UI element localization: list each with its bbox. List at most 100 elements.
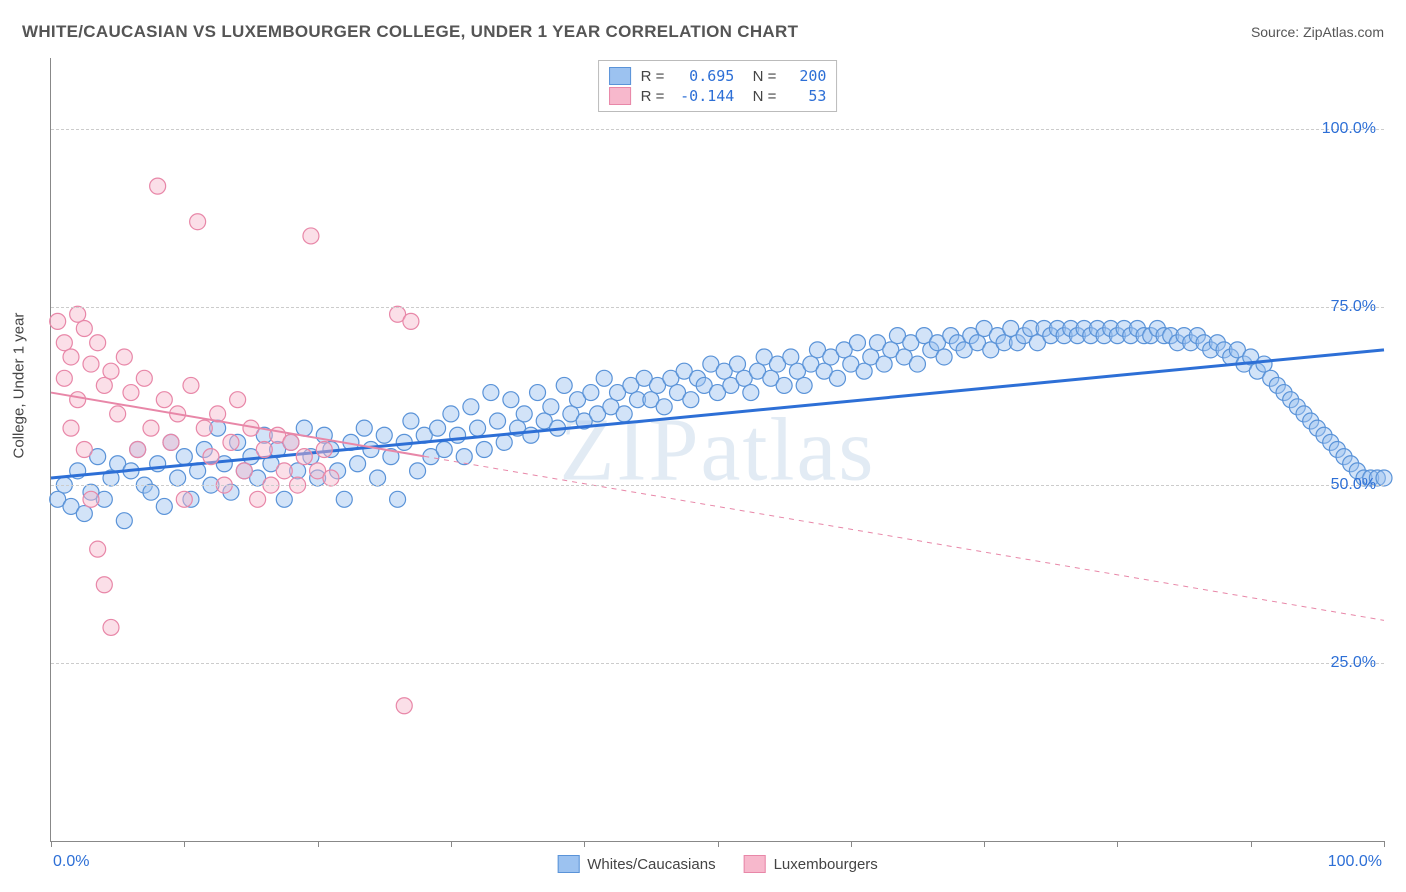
scatter-point xyxy=(936,349,952,365)
scatter-point xyxy=(683,392,699,408)
chart-title: WHITE/CAUCASIAN VS LUXEMBOURGER COLLEGE,… xyxy=(22,22,798,42)
scatter-point xyxy=(136,370,152,386)
scatter-point xyxy=(1376,470,1392,486)
gridline xyxy=(51,307,1384,308)
scatter-point xyxy=(829,370,845,386)
scatter-point xyxy=(729,356,745,372)
scatter-point xyxy=(323,470,339,486)
scatter-point xyxy=(156,498,172,514)
scatter-point xyxy=(503,392,519,408)
x-tick xyxy=(584,841,585,847)
source-link[interactable]: ZipAtlas.com xyxy=(1303,24,1384,40)
gridline xyxy=(51,129,1384,130)
scatter-point xyxy=(196,420,212,436)
scatter-point xyxy=(110,406,126,422)
scatter-point xyxy=(116,513,132,529)
scatter-point xyxy=(436,442,452,458)
x-tick xyxy=(318,841,319,847)
legend-swatch xyxy=(609,87,631,105)
scatter-point xyxy=(483,385,499,401)
scatter-point xyxy=(490,413,506,429)
scatter-point xyxy=(283,434,299,450)
scatter-point xyxy=(430,420,446,436)
scatter-point xyxy=(190,214,206,230)
scatter-point xyxy=(176,449,192,465)
y-tick-label: 100.0% xyxy=(1322,120,1376,138)
x-tick xyxy=(718,841,719,847)
scatter-point xyxy=(296,420,312,436)
scatter-point xyxy=(523,427,539,443)
scatter-point xyxy=(76,320,92,336)
stat-value-r: 0.695 xyxy=(674,67,734,85)
legend-label: Whites/Caucasians xyxy=(587,856,715,873)
x-tick xyxy=(1384,841,1385,847)
stats-legend-box: R =0.695 N =200R =-0.144 N =53 xyxy=(598,60,838,112)
x-tick xyxy=(51,841,52,847)
scatter-point xyxy=(63,420,79,436)
scatter-point xyxy=(70,306,86,322)
scatter-point xyxy=(530,385,546,401)
y-tick-label: 25.0% xyxy=(1331,654,1376,672)
x-tick xyxy=(984,841,985,847)
scatter-point xyxy=(876,356,892,372)
scatter-point xyxy=(443,406,459,422)
scatter-point xyxy=(470,420,486,436)
legend-label: Luxembourgers xyxy=(774,856,878,873)
scatter-point xyxy=(176,491,192,507)
x-tick xyxy=(184,841,185,847)
scatter-point xyxy=(316,442,332,458)
scatter-point xyxy=(96,577,112,593)
scatter-point xyxy=(390,491,406,507)
trend-line-dashed xyxy=(424,456,1384,620)
scatter-point xyxy=(50,313,66,329)
scatter-point xyxy=(396,698,412,714)
scatter-point xyxy=(56,370,72,386)
stat-label-r: R = xyxy=(641,68,665,85)
legend-swatch xyxy=(557,855,579,873)
y-axis-label: College, Under 1 year xyxy=(11,312,28,458)
gridline xyxy=(51,663,1384,664)
scatter-point xyxy=(236,463,252,479)
scatter-point xyxy=(463,399,479,415)
x-tick xyxy=(451,841,452,847)
scatter-point xyxy=(76,442,92,458)
gridline xyxy=(51,485,1384,486)
stat-value-n: 200 xyxy=(786,67,826,85)
scatter-point xyxy=(363,442,379,458)
scatter-point xyxy=(123,385,139,401)
scatter-point xyxy=(90,335,106,351)
legend-item: Luxembourgers xyxy=(744,855,878,873)
scatter-point xyxy=(370,470,386,486)
legend-swatch xyxy=(744,855,766,873)
scatter-point xyxy=(796,377,812,393)
scatter-point xyxy=(516,406,532,422)
source-label: Source: xyxy=(1251,24,1303,40)
scatter-point xyxy=(103,619,119,635)
scatter-point xyxy=(96,377,112,393)
scatter-point xyxy=(403,313,419,329)
chart-plot-area: College, Under 1 year ZIPatlas R =0.695 … xyxy=(50,58,1384,842)
scatter-point xyxy=(76,506,92,522)
legend-item: Whites/Caucasians xyxy=(557,855,715,873)
scatter-point xyxy=(276,463,292,479)
scatter-point xyxy=(776,377,792,393)
x-axis-max-label: 100.0% xyxy=(1328,853,1382,871)
scatter-point xyxy=(410,463,426,479)
scatter-point xyxy=(250,491,266,507)
scatter-point xyxy=(296,449,312,465)
scatter-point xyxy=(143,484,159,500)
scatter-point xyxy=(90,541,106,557)
scatter-point xyxy=(356,420,372,436)
stat-value-r: -0.144 xyxy=(674,87,734,105)
scatter-point xyxy=(403,413,419,429)
scatter-point xyxy=(303,228,319,244)
scatter-point xyxy=(203,449,219,465)
scatter-point xyxy=(909,356,925,372)
scatter-point xyxy=(743,385,759,401)
scatter-point xyxy=(656,399,672,415)
stat-label-n: N = xyxy=(744,68,776,85)
scatter-point xyxy=(1256,356,1272,372)
scatter-point xyxy=(276,491,292,507)
scatter-point xyxy=(350,456,366,472)
stats-row: R = 0.695 N = 200 xyxy=(609,67,827,85)
